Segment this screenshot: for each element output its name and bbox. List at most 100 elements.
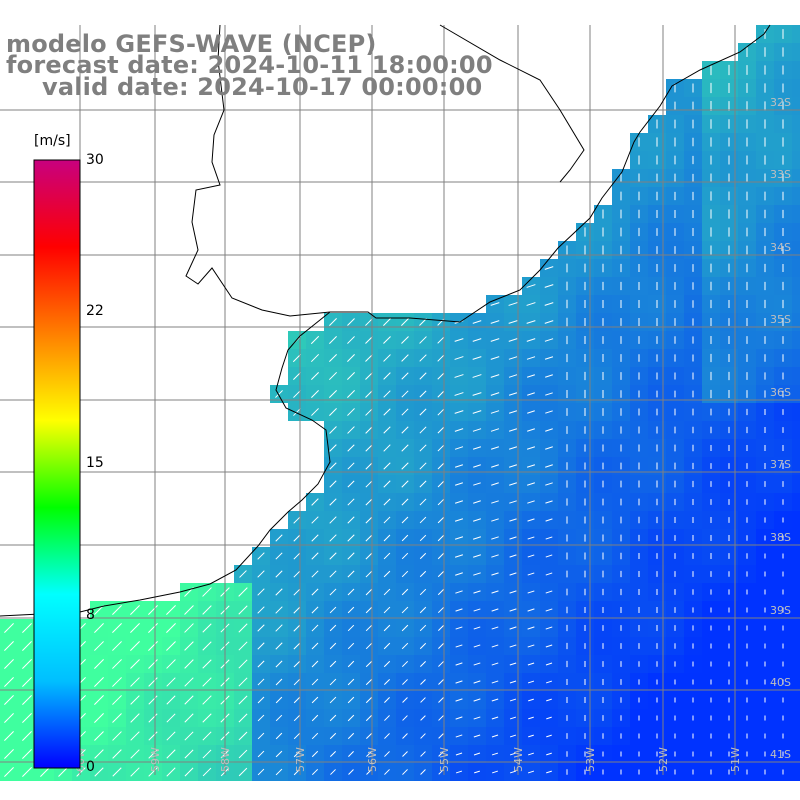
wind-arrow bbox=[311, 408, 319, 416]
wind-arrow bbox=[491, 662, 499, 666]
wind-arrow bbox=[419, 444, 427, 452]
colorbar bbox=[33, 159, 81, 769]
wind-arrow bbox=[437, 606, 445, 614]
wind-arrow bbox=[528, 734, 534, 738]
wind-arrow bbox=[275, 570, 283, 578]
wind-arrow bbox=[330, 769, 336, 775]
wind-arrow bbox=[293, 516, 301, 524]
wind-arrow bbox=[473, 752, 481, 756]
wind-arrow bbox=[130, 677, 140, 687]
wind-arrow bbox=[545, 554, 553, 558]
wind-arrow bbox=[347, 570, 355, 578]
wind-arrow bbox=[293, 750, 301, 758]
wind-arrow bbox=[527, 752, 535, 756]
wind-arrow bbox=[275, 606, 283, 614]
wind-arrow bbox=[420, 715, 426, 721]
wind-arrow bbox=[148, 659, 158, 669]
wind-arrow bbox=[455, 608, 463, 612]
latitude-label: 36S bbox=[770, 386, 791, 399]
wind-arrow bbox=[130, 623, 140, 633]
wind-arrow bbox=[545, 644, 553, 648]
wind-arrow bbox=[365, 660, 373, 668]
wind-arrow bbox=[420, 751, 426, 757]
wind-cell bbox=[792, 457, 800, 475]
wind-arrow bbox=[383, 606, 391, 614]
wind-arrow bbox=[527, 626, 535, 630]
wind-arrow bbox=[4, 623, 14, 633]
wind-arrow bbox=[402, 679, 408, 685]
wind-arrow bbox=[112, 767, 122, 777]
longitude-label: 57W bbox=[294, 747, 307, 772]
wind-arrow bbox=[491, 608, 499, 612]
wind-arrow bbox=[455, 752, 463, 756]
title-valid-date: valid date: 2024-10-17 00:00:00 bbox=[42, 73, 483, 101]
wind-arrow bbox=[130, 605, 140, 615]
wind-cell bbox=[792, 295, 800, 313]
wind-arrow bbox=[184, 659, 194, 669]
wind-cell bbox=[792, 691, 800, 709]
wind-cell bbox=[792, 97, 800, 115]
wind-arrow bbox=[365, 318, 373, 326]
wind-arrow bbox=[383, 516, 391, 524]
wind-arrow bbox=[546, 716, 552, 720]
wind-arrow bbox=[401, 444, 409, 452]
wind-arrow bbox=[329, 678, 337, 686]
wind-arrow bbox=[329, 714, 337, 722]
wind-arrow bbox=[420, 769, 426, 775]
wind-arrow bbox=[472, 338, 482, 342]
wind-arrow bbox=[257, 660, 265, 668]
wind-arrow bbox=[527, 500, 535, 504]
wind-arrow bbox=[311, 696, 319, 704]
wind-arrow bbox=[347, 336, 355, 344]
wind-arrow bbox=[347, 444, 355, 452]
wind-arrow bbox=[420, 733, 426, 739]
wind-arrow bbox=[545, 680, 553, 684]
wind-arrow bbox=[238, 695, 248, 705]
wind-arrow bbox=[473, 608, 481, 612]
wind-arrow bbox=[383, 588, 391, 596]
wind-arrow bbox=[455, 662, 463, 666]
wind-arrow bbox=[329, 750, 337, 758]
wind-arrow bbox=[545, 626, 553, 630]
wind-arrow bbox=[473, 644, 481, 648]
wind-arrow bbox=[420, 697, 426, 703]
wind-arrow bbox=[329, 732, 337, 740]
wind-arrow bbox=[527, 554, 535, 558]
wind-arrow bbox=[437, 534, 445, 542]
wind-arrow bbox=[454, 338, 464, 342]
wind-cell bbox=[792, 277, 800, 295]
wind-arrow bbox=[401, 318, 409, 326]
wind-arrow bbox=[257, 552, 265, 560]
wind-arrow bbox=[473, 626, 481, 630]
wind-arrow bbox=[490, 428, 500, 432]
wind-cell bbox=[792, 313, 800, 331]
wind-arrow bbox=[184, 767, 194, 777]
wind-arrow bbox=[473, 482, 481, 486]
wind-arrow bbox=[347, 606, 355, 614]
wind-arrow bbox=[365, 534, 373, 542]
wind-arrow bbox=[311, 534, 319, 542]
wind-cell bbox=[792, 655, 800, 673]
wind-arrow bbox=[293, 606, 301, 614]
wind-arrow bbox=[545, 500, 553, 504]
wind-arrow bbox=[545, 482, 553, 486]
wind-arrow bbox=[472, 446, 482, 450]
wind-arrow bbox=[365, 444, 373, 452]
wind-arrow bbox=[365, 372, 373, 380]
wind-arrow bbox=[401, 480, 409, 488]
wind-arrow bbox=[472, 374, 482, 378]
wind-arrow bbox=[437, 462, 445, 470]
wind-arrow bbox=[491, 518, 499, 522]
wind-arrow bbox=[455, 716, 463, 720]
wind-arrow bbox=[166, 677, 176, 687]
wind-arrow bbox=[419, 336, 427, 344]
wind-arrow bbox=[202, 713, 212, 723]
wind-arrow bbox=[383, 462, 391, 470]
wind-arrow bbox=[545, 590, 553, 594]
wind-cell bbox=[792, 187, 800, 205]
wind-arrow bbox=[491, 752, 499, 756]
wind-arrow bbox=[527, 536, 535, 540]
wind-arrow bbox=[184, 623, 194, 633]
wind-arrow bbox=[148, 713, 158, 723]
wind-arrow bbox=[347, 624, 355, 632]
